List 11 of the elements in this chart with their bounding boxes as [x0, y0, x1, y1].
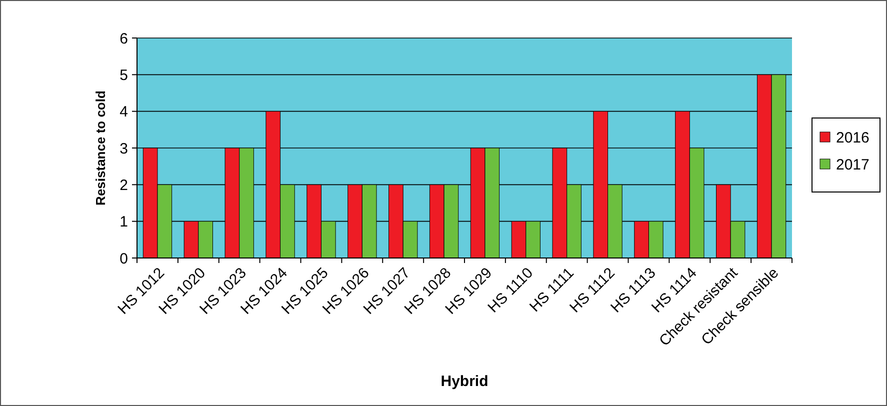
y-tick-label: 2 [120, 176, 128, 194]
y-tick-label: 6 [120, 30, 128, 48]
y-tick-label: 1 [120, 214, 128, 231]
y-tick-label: 3 [120, 140, 128, 158]
legend-label: 2017 [836, 156, 870, 174]
y-tick-label: 0 [120, 250, 128, 268]
y-tick-label: 4 [120, 104, 128, 121]
x-axis-title: Hybrid [440, 373, 488, 390]
y-tick-label: 5 [120, 66, 128, 84]
legend-label: 2016 [836, 129, 870, 146]
y-axis-title: Resistance to cold [93, 90, 108, 206]
